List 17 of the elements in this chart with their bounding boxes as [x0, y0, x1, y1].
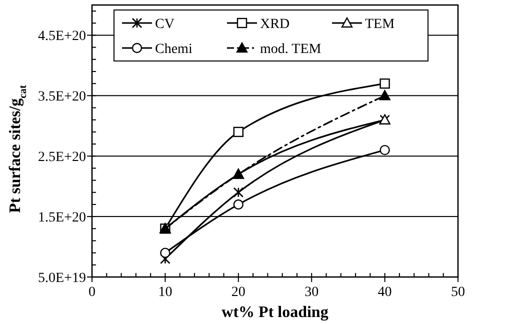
x-tick-label: 20 [231, 285, 246, 300]
legend-label: CV [155, 17, 174, 32]
x-tick-label: 30 [304, 285, 319, 300]
y-tick-label: 5.0E+19 [38, 271, 86, 286]
y-tick-label: 1.5E+20 [38, 210, 86, 226]
x-axis-title: wt% Pt loading [222, 304, 328, 321]
x-tick-label: 40 [378, 285, 392, 300]
legend-label: Chemi [155, 42, 192, 57]
x-tick-label: 10 [158, 285, 172, 300]
y-tick-label: 2.5E+20 [38, 150, 86, 166]
x-tick-label: 50 [451, 285, 465, 300]
legend-label: mod. TEM [260, 42, 322, 57]
y-tick-label: 3.5E+20 [38, 90, 86, 105]
legend-label: TEM [365, 17, 396, 32]
y-tick-label: 4.5E+20 [38, 29, 86, 44]
x-tick-label: 0 [88, 285, 96, 300]
legend-label: XRD [260, 17, 290, 32]
